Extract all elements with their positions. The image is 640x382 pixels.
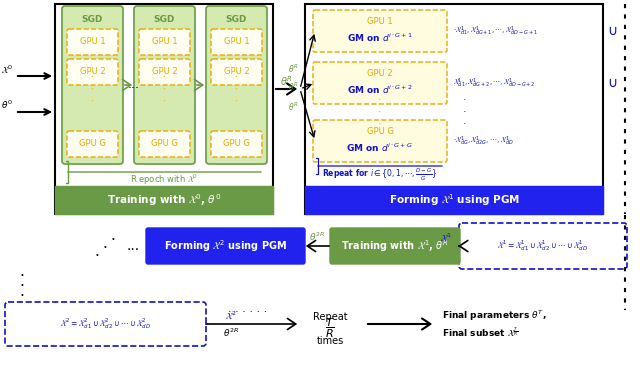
Bar xyxy=(305,4,603,214)
Text: ·: · xyxy=(95,249,99,264)
FancyBboxPatch shape xyxy=(211,29,262,55)
Text: GM on $d^{i \cdot G+1}$: GM on $d^{i \cdot G+1}$ xyxy=(347,32,413,44)
Text: $\cdot\mathcal{X}^1_{d1}, \mathcal{X}^1_{dG+1}, \cdots, \mathcal{X}^1_{dD-G+1}$: $\cdot\mathcal{X}^1_{d1}, \mathcal{X}^1_… xyxy=(453,24,538,38)
FancyBboxPatch shape xyxy=(206,6,267,164)
Text: GPU 2: GPU 2 xyxy=(152,68,177,76)
Text: ...: ... xyxy=(127,78,140,92)
Text: R epoch with $\mathcal{X}^0$: R epoch with $\mathcal{X}^0$ xyxy=(130,173,198,187)
FancyBboxPatch shape xyxy=(67,59,118,85)
Bar xyxy=(305,186,603,214)
Text: GPU 1: GPU 1 xyxy=(80,37,106,47)
Text: Repeat for $i \in \{0,1,\cdots,\frac{D-G}{G}\}$: Repeat for $i \in \{0,1,\cdots,\frac{D-G… xyxy=(323,167,438,183)
Text: ·: · xyxy=(20,290,24,304)
Text: Intial $\theta^0$: Intial $\theta^0$ xyxy=(0,99,13,111)
Text: GPU 1: GPU 1 xyxy=(367,16,393,26)
Text: $\mathcal{X}^2$: $\mathcal{X}^2$ xyxy=(225,309,237,321)
Text: ·: · xyxy=(20,269,24,285)
Text: $\theta^R$: $\theta^R$ xyxy=(288,81,298,93)
Text: GPU 1: GPU 1 xyxy=(224,37,250,47)
Text: $\theta^R$: $\theta^R$ xyxy=(280,74,293,88)
FancyBboxPatch shape xyxy=(67,29,118,55)
Text: · · · · · ·: · · · · · · xyxy=(228,307,268,317)
Text: GPU G: GPU G xyxy=(223,139,250,149)
Text: SGD: SGD xyxy=(82,15,103,24)
FancyBboxPatch shape xyxy=(211,131,262,157)
Text: GM on $d^{i \cdot G+G}$: GM on $d^{i \cdot G+G}$ xyxy=(346,142,413,154)
Text: GPU G: GPU G xyxy=(151,139,178,149)
Text: Intial $\mathcal{X}^0$: Intial $\mathcal{X}^0$ xyxy=(0,63,13,75)
Text: $\cup$: $\cup$ xyxy=(607,24,617,38)
FancyBboxPatch shape xyxy=(139,59,190,85)
Text: ·
·
·: · · · xyxy=(235,73,238,105)
Text: $\theta^{2R}$: $\theta^{2R}$ xyxy=(223,327,239,339)
Text: SGD: SGD xyxy=(154,15,175,24)
Text: ·
·
·: · · · xyxy=(378,96,382,129)
Text: ...: ... xyxy=(127,239,140,253)
FancyBboxPatch shape xyxy=(134,6,195,164)
Text: $\dfrac{T}{R}$: $\dfrac{T}{R}$ xyxy=(325,316,335,340)
FancyBboxPatch shape xyxy=(313,62,447,104)
Text: $\mathcal{X}^1 = \mathcal{X}^1_{d1} \cup \mathcal{X}^1_{d2} \cup \cdots \cup \ma: $\mathcal{X}^1 = \mathcal{X}^1_{d1} \cup… xyxy=(497,238,589,253)
Bar xyxy=(55,186,273,214)
Text: GPU 2: GPU 2 xyxy=(224,68,250,76)
Text: Repeat: Repeat xyxy=(313,312,348,322)
FancyBboxPatch shape xyxy=(313,10,447,52)
FancyBboxPatch shape xyxy=(146,228,305,264)
Text: ·: · xyxy=(20,280,24,295)
Text: $\theta^R$: $\theta^R$ xyxy=(440,249,452,261)
FancyBboxPatch shape xyxy=(459,223,627,269)
FancyBboxPatch shape xyxy=(67,131,118,157)
Text: Final parameters $\theta^T$,: Final parameters $\theta^T$, xyxy=(442,309,547,323)
Text: $\cdot\mathcal{X}^1_{dG}, \mathcal{X}^1_{d2G}, \cdots, \mathcal{X}^1_{dD}$: $\cdot\mathcal{X}^1_{dG}, \mathcal{X}^1_… xyxy=(453,134,514,148)
Text: ·: · xyxy=(102,241,108,256)
Text: $\theta^{2R}$: $\theta^{2R}$ xyxy=(310,231,326,243)
Text: $\theta^R$: $\theta^R$ xyxy=(288,101,298,113)
Text: Training with $\mathcal{X}^1$, $\theta^R$: Training with $\mathcal{X}^1$, $\theta^R… xyxy=(341,238,449,254)
Text: times: times xyxy=(316,336,344,346)
Text: GM on $d^{i \cdot G+2}$: GM on $d^{i \cdot G+2}$ xyxy=(347,84,413,96)
Text: GPU 1: GPU 1 xyxy=(152,37,177,47)
Text: GPU 2: GPU 2 xyxy=(80,68,106,76)
Bar xyxy=(55,4,273,214)
FancyBboxPatch shape xyxy=(139,131,190,157)
FancyBboxPatch shape xyxy=(313,120,447,162)
Text: ·
·
·: · · · xyxy=(163,73,166,105)
Text: SGD: SGD xyxy=(226,15,247,24)
Text: GPU 2: GPU 2 xyxy=(367,68,393,78)
Text: Forming $\mathcal{X}^2$ using PGM: Forming $\mathcal{X}^2$ using PGM xyxy=(164,238,287,254)
Text: Final subset $\mathcal{X}^{\frac{T}{R}}$: Final subset $\mathcal{X}^{\frac{T}{R}}$ xyxy=(442,326,518,338)
Text: ·: · xyxy=(111,233,115,249)
FancyBboxPatch shape xyxy=(330,228,460,264)
Text: GPU G: GPU G xyxy=(367,126,394,136)
Text: $\mathcal{X}^1$: $\mathcal{X}^1$ xyxy=(440,231,452,243)
Text: ·
·
·: · · · xyxy=(463,96,467,129)
Text: $\cup$: $\cup$ xyxy=(607,76,617,90)
Text: GPU G: GPU G xyxy=(79,139,106,149)
FancyBboxPatch shape xyxy=(5,302,206,346)
FancyBboxPatch shape xyxy=(211,59,262,85)
FancyBboxPatch shape xyxy=(139,29,190,55)
Text: Forming $\mathcal{X}^1$ using PGM: Forming $\mathcal{X}^1$ using PGM xyxy=(388,192,520,208)
Text: $\mathcal{X}^1_{d1}, \mathcal{X}^1_{dG+2}, \cdots, \mathcal{X}^1_{dD-G+2}$: $\mathcal{X}^1_{d1}, \mathcal{X}^1_{dG+2… xyxy=(453,76,536,90)
Text: Training with $\mathcal{X}^0$, $\theta^0$: Training with $\mathcal{X}^0$, $\theta^0… xyxy=(107,192,221,208)
FancyBboxPatch shape xyxy=(62,6,123,164)
Text: $\mathcal{X}^2 = \mathcal{X}^2_{d1} \cup \mathcal{X}^2_{d2} \cup \cdots \cup \ma: $\mathcal{X}^2 = \mathcal{X}^2_{d1} \cup… xyxy=(60,317,151,332)
Text: $\theta^R$: $\theta^R$ xyxy=(288,63,298,75)
Text: ·
·
·: · · · xyxy=(91,73,94,105)
